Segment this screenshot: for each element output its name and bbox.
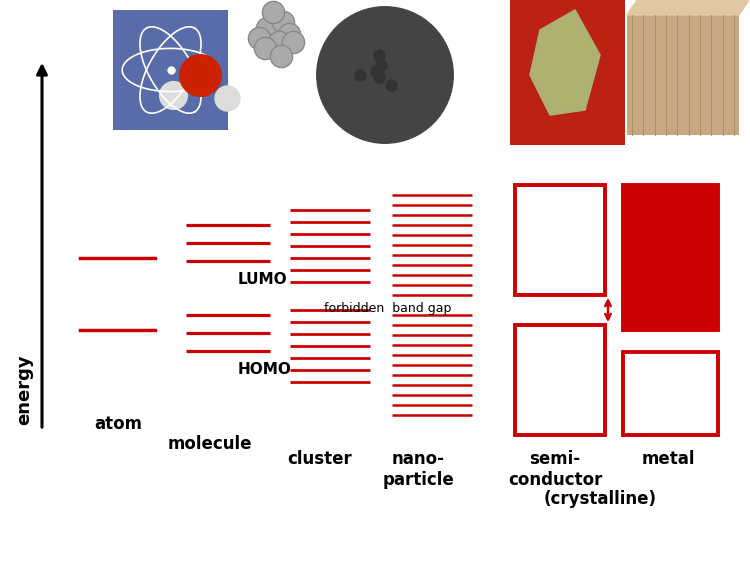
Text: HOMO: HOMO (238, 362, 292, 377)
Text: cluster: cluster (288, 450, 352, 468)
Bar (510, 0, 625, 145)
Circle shape (316, 7, 453, 143)
Text: (crystalline): (crystalline) (544, 490, 656, 508)
Text: metal: metal (641, 450, 694, 468)
Text: atom: atom (94, 415, 142, 433)
Bar (627, 15, 739, 135)
Bar (515, 185, 605, 295)
Bar (113, 10, 228, 130)
Text: forbidden  band gap: forbidden band gap (324, 301, 452, 315)
Text: nano-
particle: nano- particle (382, 450, 454, 489)
Bar (515, 325, 605, 435)
Text: energy: energy (15, 355, 33, 425)
Polygon shape (530, 10, 600, 115)
Polygon shape (530, 10, 600, 115)
Text: semi-
conductor: semi- conductor (508, 450, 602, 489)
Text: LUMO: LUMO (238, 272, 288, 287)
Bar (622, 185, 718, 330)
Polygon shape (627, 0, 749, 15)
Text: molecule: molecule (168, 435, 252, 453)
Bar (622, 352, 718, 435)
